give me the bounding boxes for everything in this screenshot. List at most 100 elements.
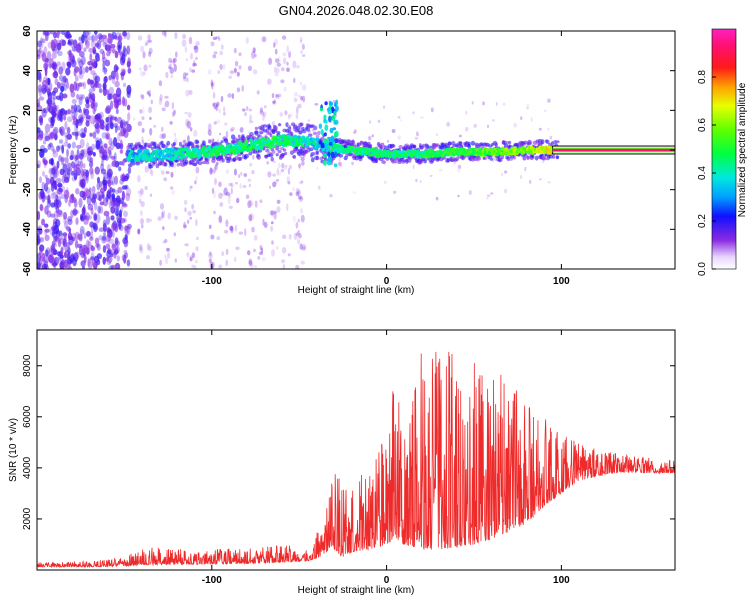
spectrogram-cell-881: [110, 162, 114, 168]
spectrogram-cell-605: [113, 152, 117, 162]
spectrogram-cell-873: [114, 200, 119, 206]
spectrogram-cell-1727: [198, 161, 203, 166]
spectrogram-cell-1548: [524, 166, 527, 172]
spectrogram-cell-897: [76, 144, 82, 149]
spectrogram-cell-342: [57, 182, 63, 188]
spectrogram-cell-603: [85, 40, 90, 49]
spectrogram-cell-621: [92, 106, 96, 115]
spectrogram-cell-1425: [299, 180, 302, 185]
spectrogram-cell-92: [66, 133, 73, 140]
spectrogram-cell-1180: [234, 256, 237, 263]
spectrogram-cell-1186: [237, 174, 241, 179]
spectrogram-cell-190: [106, 171, 112, 180]
spectrogram-cell-462: [106, 249, 112, 259]
spectrogram-cell-1206: [223, 106, 226, 112]
spectrogram-cell-1516: [353, 129, 357, 134]
spectrogram-cell-1381: [300, 260, 306, 265]
spectrogram-cell-1607: [149, 164, 154, 169]
spectrogram-cell-1031: [164, 238, 168, 243]
spectrogram-cell-1177: [235, 246, 240, 251]
spectrogram-cell-1352: [300, 160, 305, 166]
spectrogram-cell-1280: [282, 52, 287, 57]
spectrogram-cell-1315: [284, 110, 288, 116]
spectrogram-cell-1402: [430, 107, 434, 113]
spectrogram-cell-1075: [184, 207, 187, 213]
spectrogram-cell-1157: [211, 187, 215, 194]
spectrogram-cell-2724: [182, 155, 187, 159]
spectrogram-cell-800: [109, 122, 114, 130]
spectrogram-cell-776: [96, 40, 102, 50]
spectrogram-cell-535: [101, 57, 107, 63]
spectrogram-cell-667: [41, 252, 46, 262]
spectrogram-cell-692: [47, 143, 52, 150]
spectrogram-cell-1330: [281, 234, 287, 239]
spectrogram-cell-789: [111, 222, 116, 232]
spectrogram-cell-1176: [239, 183, 242, 189]
spectrogram-cell-878: [41, 263, 48, 269]
spectrogram-cell-1472: [369, 120, 372, 124]
spectrogram-cell-2757: [198, 153, 202, 158]
spectrogram-cell-3122: [373, 148, 379, 152]
spectrogram-cell-1175: [241, 85, 244, 92]
spectrogram-cell-1102: [186, 252, 190, 258]
spectrogram-cell-3001: [315, 137, 320, 142]
spectrogram-cell-1480: [547, 127, 550, 131]
spectrogram-cell-853: [87, 240, 92, 249]
spectrogram-cell-387: [66, 187, 69, 195]
spectrogram-cell-1248: [253, 248, 256, 253]
spectrogram-cell-1375: [295, 232, 299, 237]
colorbar-tick-label: 0.4: [697, 166, 708, 180]
spectrogram-cell-428: [127, 112, 131, 122]
spectrogram-cell-722: [99, 124, 105, 130]
spectrogram-cell-417: [83, 108, 90, 116]
spectrogram-cell-936: [87, 259, 93, 269]
spectrogram-cell-467: [116, 116, 123, 124]
spectrogram-cell-52: [119, 149, 124, 154]
spectrogram-cell-42: [42, 170, 45, 177]
spectrogram-cell-2407: [475, 144, 479, 150]
spectrogram-cell-278: [41, 84, 47, 95]
spectrogram-cell-1321: [288, 164, 293, 170]
spectrogram-cell-1459: [520, 116, 523, 120]
spectrogram-cell-701: [83, 254, 87, 264]
spectrogram-cell-889: [42, 54, 48, 63]
spectrogram-cell-322: [89, 236, 94, 241]
spectrogram-cell-622: [102, 245, 107, 253]
spectrogram-cell-1219: [230, 126, 235, 131]
spectrogram-cell-1405: [501, 172, 504, 177]
spectrogram-cell-1005: [164, 31, 167, 38]
spectrogram-cell-335: [51, 226, 55, 231]
spectrogram-cell-1125: [218, 181, 222, 188]
spectrogram-cell-478: [75, 217, 79, 225]
spectrogram-cell-934: [37, 40, 43, 48]
spectrogram-cell-1305: [272, 181, 277, 188]
spectrogram-cell-729: [58, 230, 63, 237]
spectrogram-cell-1042: [168, 66, 172, 70]
spectrogram-cell-919: [79, 150, 85, 157]
spectrogram-cell-3523: [329, 127, 334, 134]
spectrogram-cell-1199: [230, 187, 233, 195]
spectrogram-cell-1517: [486, 194, 491, 198]
spectrogram-cell-727: [73, 81, 78, 92]
spectrogram-cell-876: [54, 48, 60, 54]
spectrogram-cell-320: [72, 207, 78, 217]
spectrogram-cell-1940: [285, 122, 289, 128]
spectrogram-cell-572: [67, 61, 72, 69]
spectrogram-cell-1539: [229, 128, 234, 132]
spectrogram-cell-1612: [150, 146, 154, 151]
spectrogram-cell-2545: [531, 155, 535, 159]
spectrogram-cell-1197: [222, 64, 226, 70]
spectrogram-cell-1146: [209, 167, 213, 176]
spectrogram-cell-987: [146, 217, 150, 223]
spectrogram-cell-1549: [161, 170, 165, 175]
colorbar-ticks: 0.0 0.2 0.4 0.6 0.8: [697, 70, 716, 276]
spectrogram-cell-1989: [304, 149, 309, 155]
spectrogram-cell-1236: [253, 234, 258, 241]
spectrogram-cell-3475: [543, 149, 547, 155]
spectrogram-cell-1084: [195, 246, 199, 252]
spectrogram-cell-740: [67, 246, 71, 255]
spectrogram-cell-972: [138, 193, 143, 198]
spectrogram-cell-1171: [233, 47, 237, 54]
spectrogram-cell-305: [82, 204, 86, 215]
spectrogram-cell-1063: [194, 259, 199, 264]
